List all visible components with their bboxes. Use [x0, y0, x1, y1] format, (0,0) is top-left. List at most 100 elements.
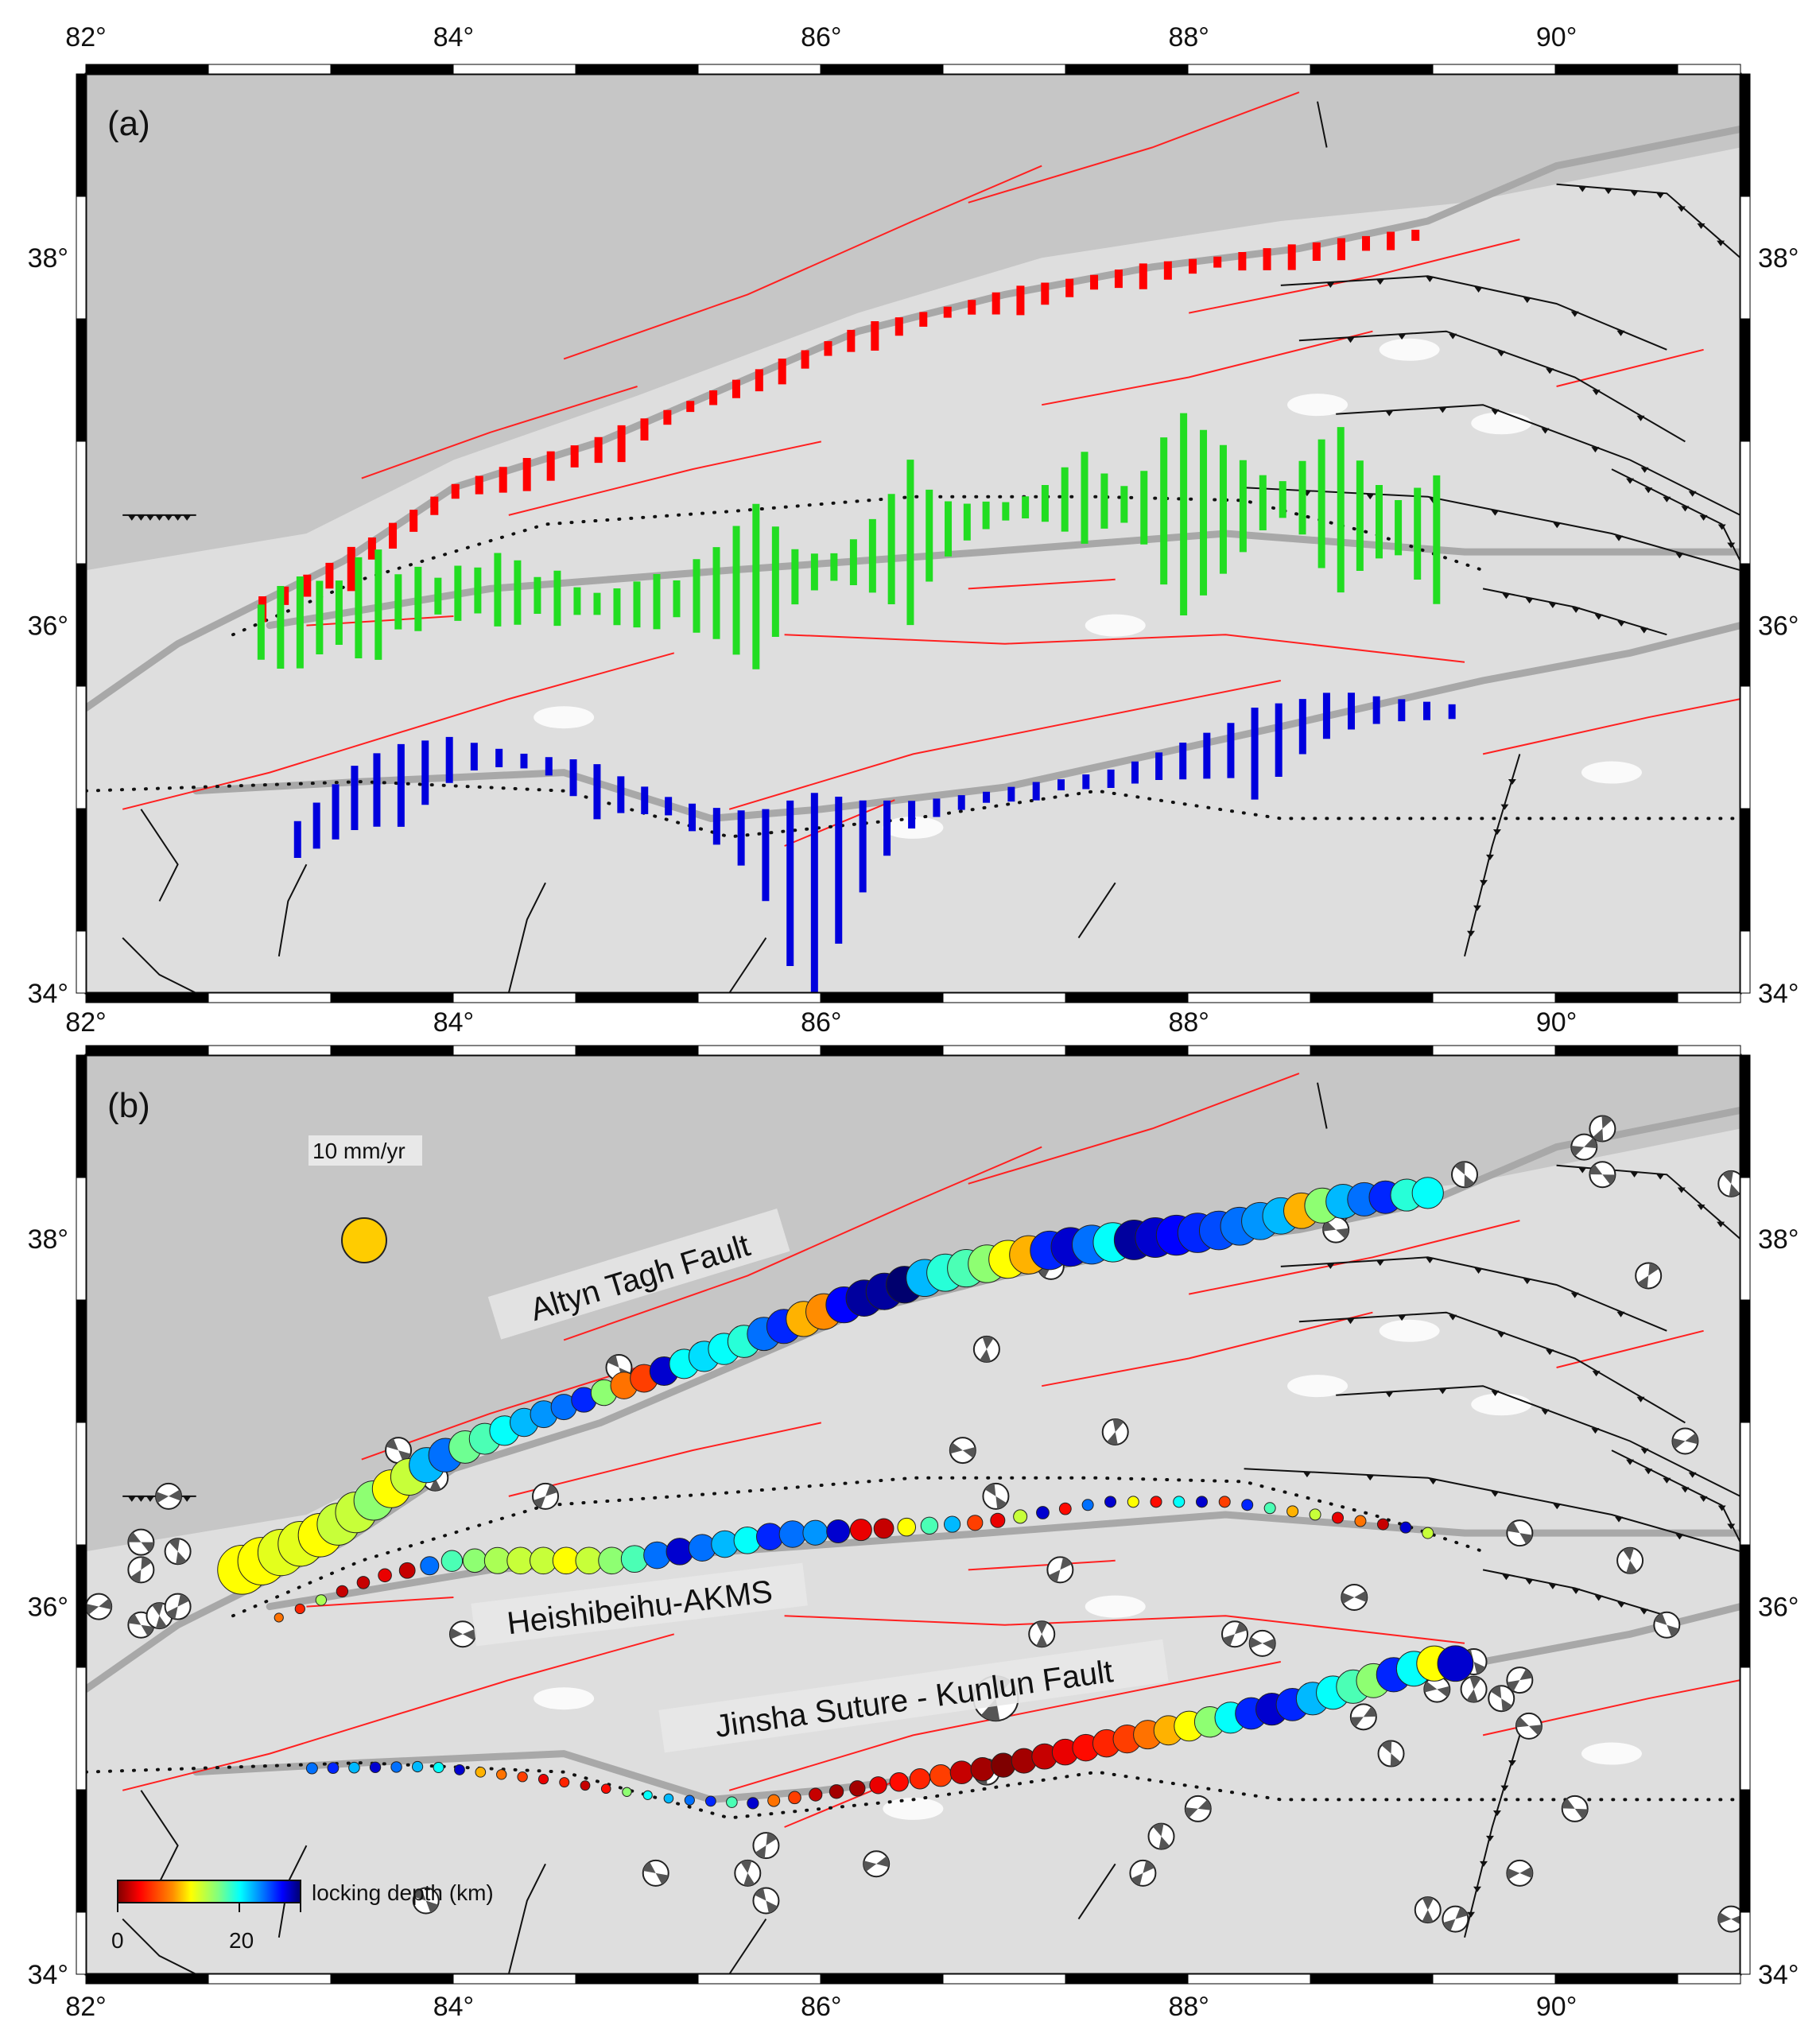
lake [883, 1797, 944, 1820]
lon-tick-label: 90° [1536, 1992, 1577, 2022]
focal-mechanism-beachball [949, 1437, 976, 1465]
locking-depth-circle [869, 1776, 887, 1795]
locking-depth-circle [1241, 1499, 1254, 1511]
beachball-compression-quadrant [1153, 1823, 1170, 1849]
thrust-tooth [1626, 478, 1635, 484]
thrust-tooth [1548, 1583, 1557, 1589]
frame-scale-segment [76, 1789, 87, 1913]
thrust-tooth [127, 1496, 136, 1502]
thrust-tooth [1727, 542, 1736, 549]
frame-scale-segment [76, 930, 87, 994]
thrust-tooth [1656, 1174, 1665, 1180]
thrust-tooth [1302, 1472, 1311, 1478]
lon-tick-label: 88° [1168, 1007, 1209, 1038]
thrust-tooth [1426, 276, 1434, 282]
lat-tick-label: 36° [28, 1593, 68, 1623]
frame-scale-segment [1187, 64, 1311, 75]
thrust-tooth [1523, 297, 1531, 304]
locking-depth-circle [849, 1519, 872, 1542]
focal-mechanism-beachball [164, 1538, 192, 1566]
focal-mechanism-beachball [1460, 1675, 1488, 1703]
lat-tick-label: 38° [1758, 243, 1799, 274]
beachball-compression-quadrant [1507, 1867, 1533, 1880]
locking-depth-circle [517, 1771, 528, 1783]
thrust-tooth [1485, 854, 1494, 860]
locking-depth-circle [1104, 1496, 1117, 1508]
thrust-tooth [1615, 535, 1624, 541]
locking-depth-circle [348, 1761, 360, 1774]
fault-segment [277, 863, 308, 956]
thrust-tooth [1640, 467, 1649, 473]
beachball-compression-quadrant [1107, 1418, 1124, 1445]
active-fault [968, 1559, 1116, 1571]
lat-tick-label: 36° [1758, 1593, 1799, 1623]
thrust-tooth [1570, 311, 1579, 317]
lon-tick-label: 86° [801, 1992, 841, 2022]
colorbar-tick-0: 0 [111, 1928, 124, 1953]
beachball-compression-quadrant [1443, 1907, 1468, 1931]
thrust-tooth [1525, 598, 1534, 604]
lat-tick-label: 36° [1758, 611, 1799, 642]
frame-scale-segment [1740, 563, 1751, 687]
locking-depth-circle [802, 1519, 829, 1546]
lon-tick-label: 86° [801, 22, 841, 52]
thrust-tooth [1500, 1785, 1509, 1791]
focal-mechanism-beachball [1570, 1133, 1598, 1161]
frame-scale-segment [1432, 1973, 1556, 1985]
thrust-tooth [1548, 602, 1557, 608]
colorbar: 0 20 locking depth (km) [111, 1880, 494, 1953]
frame-scale-segment [76, 1299, 87, 1423]
focal-mechanism-beachball [1515, 1712, 1543, 1740]
thrust-tooth [155, 514, 164, 521]
thrust-tooth [1640, 627, 1648, 634]
frame-scale-segment [76, 808, 87, 932]
frame-scale-segment [697, 1973, 821, 1985]
locking-depth-circle [356, 1576, 371, 1589]
beachball-compression-quadrant [1562, 1798, 1588, 1819]
thrust-tooth [1616, 330, 1625, 336]
beachball-compression-quadrant [755, 1888, 778, 1914]
locking-depth-circle [622, 1787, 632, 1798]
thrust-tooth [1681, 506, 1690, 512]
thrust-tooth [1502, 593, 1511, 599]
focal-mechanism-beachball [164, 1593, 192, 1620]
locking-depth-circle [944, 1515, 961, 1533]
fault-segment [507, 882, 546, 994]
locking-depth-circle [1332, 1511, 1345, 1524]
thrust-tooth [1717, 1505, 1726, 1511]
frame-scale-segment [1740, 930, 1751, 994]
locking-depth-circle [475, 1767, 487, 1778]
thrust-tooth [1398, 334, 1407, 340]
thrust-tooth [165, 514, 173, 521]
frame-scale-segment [1554, 992, 1678, 1003]
locking-depth-circle [327, 1762, 340, 1775]
beachball-compression-quadrant [1381, 1740, 1401, 1767]
focal-mechanism-beachball [1561, 1795, 1589, 1822]
active-fault [784, 634, 1465, 663]
frame-scale-segment [1677, 992, 1741, 1003]
locking-depth-circle [315, 1594, 328, 1606]
thrust-tooth [1630, 1171, 1639, 1178]
focal-mechanism-beachball [1442, 1905, 1469, 1933]
reference-scale: 10 mm/yr [309, 1135, 422, 1263]
beachball-compression-quadrant [1515, 1717, 1542, 1736]
frame-scale-segment [697, 64, 821, 75]
locking-depth-circle [909, 1768, 931, 1790]
thrust-tooth [1473, 905, 1481, 911]
thrust-tooth [1572, 1588, 1581, 1594]
lake [1379, 1319, 1440, 1342]
focal-mechanism-beachball [1717, 1905, 1745, 1933]
frame-scale-segment [85, 1045, 209, 1056]
locking-depth-circle [1081, 1499, 1094, 1511]
thrust-fault [1244, 1468, 1741, 1553]
active-fault [122, 1633, 675, 1791]
active-fault [968, 1073, 1300, 1185]
focal-mechanism-beachball [1221, 1620, 1248, 1648]
frame-scale-segment [76, 196, 87, 320]
thrust-fault [1336, 404, 1741, 516]
locking-depth-circle [809, 1787, 823, 1802]
active-fault [508, 440, 822, 516]
thrust-tooth [1594, 614, 1603, 620]
thrust-tooth [1591, 1428, 1600, 1434]
locking-depth-circle [829, 1784, 844, 1799]
